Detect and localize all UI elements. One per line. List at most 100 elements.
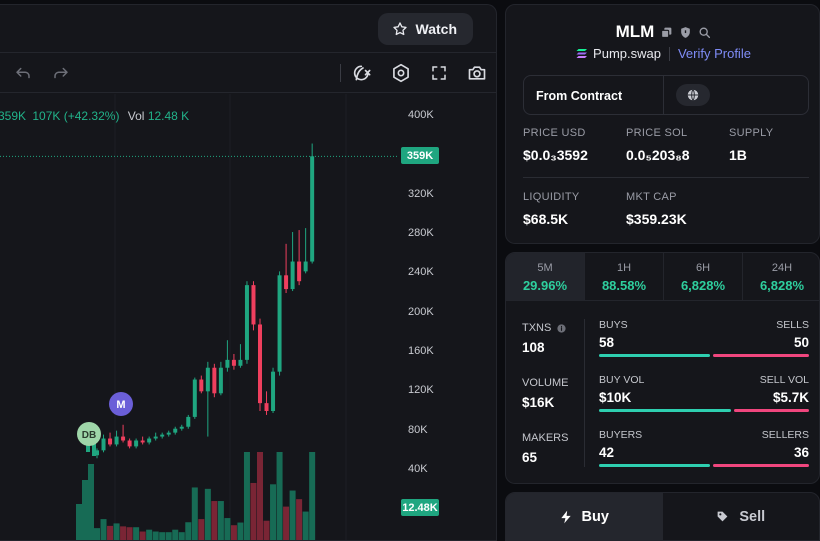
axis-tick-label: 40K [408, 463, 428, 475]
volume-label: VOLUME [522, 377, 569, 389]
sells-bar [713, 354, 809, 357]
solana-icon [576, 49, 588, 58]
stat-value: $68.5K [523, 211, 569, 227]
buyers-bar [599, 464, 711, 467]
exchange-name: Pump.swap [593, 46, 661, 61]
axis-tick-label: 240K [408, 266, 434, 279]
buys-label: BUYS [599, 319, 628, 331]
sell-label: Sell [739, 508, 766, 525]
candle-body [114, 436, 119, 445]
sell-vol-value: $5.7K [772, 390, 809, 405]
volume-bar [224, 518, 231, 540]
price-chart[interactable]: M DB 359K 107K (+42.32%) Vol 12.48 K 400K… [0, 94, 497, 541]
tab-24h[interactable]: 24H 6,828% [743, 253, 819, 300]
axis-tick-label: 80K [408, 423, 428, 436]
candlestick-chart[interactable]: M DB [0, 94, 497, 541]
timeframe-label: 6H [695, 262, 711, 274]
buyvol-sellvol-row: BUY VOL SELL VOL $10K $5.7K [599, 374, 809, 412]
volume-bar [82, 480, 88, 540]
chart-toolbar [0, 54, 496, 93]
volume-bar [139, 531, 146, 540]
tag-icon [717, 511, 728, 522]
volume-bar [165, 532, 172, 540]
redo-icon[interactable] [50, 62, 72, 84]
timeframe-change: 29.96% [522, 278, 568, 293]
buy-button[interactable]: Buy [506, 493, 663, 540]
fullscreen-icon[interactable] [428, 62, 450, 84]
from-contract-label: From Contract [536, 89, 623, 103]
search-icon[interactable] [698, 26, 711, 39]
info-icon[interactable] [557, 323, 566, 333]
stats-divider [523, 177, 809, 178]
tab-1h[interactable]: 1H 88.58% [585, 253, 664, 300]
subline-divider [668, 46, 670, 61]
candle-body [244, 285, 249, 360]
timeframe-label: 24H [771, 262, 793, 274]
watch-button[interactable]: Watch [377, 13, 473, 45]
volume-bar [198, 519, 205, 540]
indicator-icon[interactable] [352, 62, 374, 84]
sell-button[interactable]: Sell [663, 493, 820, 540]
timeframe-label: 5M [537, 262, 553, 274]
candle-body [92, 434, 96, 456]
candle-body [108, 438, 113, 445]
candle-body [277, 275, 282, 372]
candle-body [127, 440, 132, 447]
axis-tick-label: 120K [408, 384, 434, 397]
candle-body [225, 359, 230, 368]
volume-bar [270, 484, 277, 540]
verify-profile-link[interactable]: Verify Profile [677, 46, 751, 61]
buy-vol-value: $10K [599, 390, 632, 405]
chart-legend: 359K 107K (+42.32%) Vol 12.48 K [0, 109, 189, 123]
makers-value: 65 [522, 450, 538, 465]
volume-bar [113, 523, 120, 540]
lightning-icon [560, 510, 571, 523]
volume-bar [230, 525, 237, 540]
copy-icon[interactable] [660, 26, 673, 39]
candle-body [121, 436, 126, 441]
candle-body [290, 261, 295, 290]
stat-liquidity: LIQUIDITY $68.5K [523, 191, 580, 227]
candle-body [192, 379, 197, 417]
undo-icon[interactable] [12, 62, 34, 84]
stat-label: SUPPLY [729, 127, 774, 139]
buys-sells-bar [599, 354, 809, 357]
metrics-card: 5M 29.96% 1H 88.58% 6H 6,828% 24H 6,828%… [505, 252, 820, 484]
buyers-sellers-row: BUYERS SELLERS 42 36 [599, 429, 809, 467]
token-info-card: MLM Pump.swap Verify Profile From Contra… [505, 4, 820, 244]
volume-bar [237, 522, 244, 540]
candle-body [251, 285, 256, 325]
timeframe-tabs: 5M 29.96% 1H 88.58% 6H 6,828% 24H 6,828% [506, 253, 819, 301]
legend-vol-value: 12.48 K [147, 109, 190, 123]
tab-6h[interactable]: 6H 6,828% [664, 253, 743, 300]
legend-change: 107K (+42.32%) [32, 109, 120, 123]
candle-body [160, 434, 165, 437]
volume-value: $16K [522, 395, 555, 410]
globe-icon [687, 89, 699, 101]
axis-tick-label: 160K [408, 345, 434, 357]
sell-vol-bar [733, 409, 809, 412]
contract-divider [663, 76, 664, 114]
volume-bar [100, 519, 107, 540]
shield-icon[interactable] [679, 26, 692, 39]
marker-db [77, 422, 101, 446]
axis-tick-label: 280K [408, 227, 434, 239]
website-button[interactable] [676, 84, 710, 106]
volume-bar [257, 452, 263, 540]
buys-value: 58 [599, 335, 615, 350]
camera-icon[interactable] [466, 62, 488, 84]
buyers-sellers-bar [599, 464, 809, 467]
candle-body [212, 367, 217, 394]
legend-vol-label: Vol [127, 109, 145, 123]
timeframe-change: 88.58% [601, 278, 647, 293]
candle-body [147, 438, 152, 443]
candle-body [153, 436, 158, 439]
sellers-bar [713, 464, 809, 467]
exchange-link[interactable]: Pump.swap [576, 46, 661, 61]
settings-hex-icon[interactable] [390, 62, 412, 84]
token-title: MLM [506, 22, 820, 42]
buyers-value: 42 [599, 445, 615, 460]
candle-body [310, 156, 315, 262]
tab-5m[interactable]: 5M 29.96% [506, 253, 585, 300]
candle-body [199, 379, 204, 392]
